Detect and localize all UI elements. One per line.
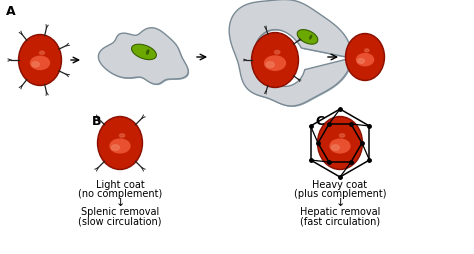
Text: Splenic removal: Splenic removal xyxy=(81,207,159,217)
Ellipse shape xyxy=(30,56,49,70)
Text: Hepatic removal: Hepatic removal xyxy=(300,207,380,217)
Ellipse shape xyxy=(110,139,130,153)
Ellipse shape xyxy=(18,35,62,86)
Ellipse shape xyxy=(253,34,297,86)
Ellipse shape xyxy=(252,33,299,87)
Text: Heavy coat: Heavy coat xyxy=(312,180,367,190)
Ellipse shape xyxy=(331,145,339,150)
Polygon shape xyxy=(100,29,189,85)
Ellipse shape xyxy=(264,56,285,70)
Text: C: C xyxy=(315,115,324,128)
Text: (no complement): (no complement) xyxy=(78,189,162,199)
Ellipse shape xyxy=(330,139,350,153)
Text: Light coat: Light coat xyxy=(96,180,145,190)
Polygon shape xyxy=(229,0,352,106)
Ellipse shape xyxy=(146,49,149,55)
Text: (slow circulation): (slow circulation) xyxy=(78,216,162,226)
Ellipse shape xyxy=(111,145,119,150)
Ellipse shape xyxy=(32,62,39,67)
Ellipse shape xyxy=(318,117,363,169)
Text: B: B xyxy=(92,115,101,128)
Text: ↓: ↓ xyxy=(335,198,345,208)
Text: A: A xyxy=(6,5,16,18)
Text: (fast circulation): (fast circulation) xyxy=(300,216,380,226)
Ellipse shape xyxy=(99,118,141,168)
Polygon shape xyxy=(99,28,188,84)
Polygon shape xyxy=(131,44,156,60)
Ellipse shape xyxy=(39,51,45,54)
Ellipse shape xyxy=(266,62,274,68)
Ellipse shape xyxy=(356,54,374,66)
Ellipse shape xyxy=(309,35,312,40)
Text: (plus complement): (plus complement) xyxy=(294,189,386,199)
Ellipse shape xyxy=(357,58,365,64)
Ellipse shape xyxy=(98,117,143,169)
Polygon shape xyxy=(297,29,318,44)
Ellipse shape xyxy=(274,50,280,54)
Ellipse shape xyxy=(347,35,383,79)
Ellipse shape xyxy=(339,134,345,137)
Ellipse shape xyxy=(319,118,361,168)
Ellipse shape xyxy=(365,49,369,52)
Polygon shape xyxy=(230,1,353,107)
Ellipse shape xyxy=(346,34,384,81)
Ellipse shape xyxy=(119,134,125,137)
Ellipse shape xyxy=(20,36,60,84)
Text: ↓: ↓ xyxy=(115,198,125,208)
